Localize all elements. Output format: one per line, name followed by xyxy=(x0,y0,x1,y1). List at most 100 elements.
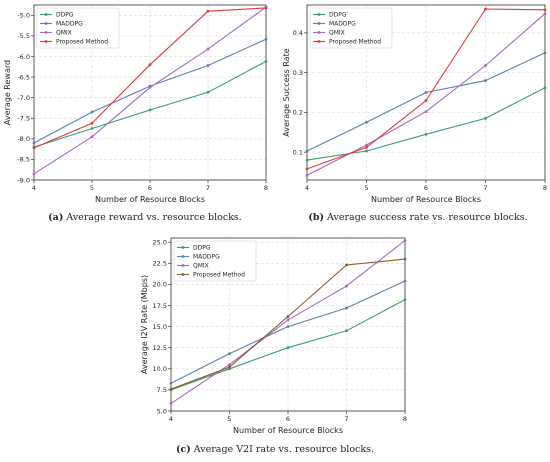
legend-label: QMIX xyxy=(329,30,345,37)
series-line-ddpg xyxy=(33,60,267,148)
data-point xyxy=(264,37,268,41)
data-point xyxy=(403,257,407,261)
chart-c: 4 5 6 7 8 5.0 7.5 10.0 12.5 15.0 17.5 20.0 22.5 25.0 N… xyxy=(140,237,407,435)
legend-marker xyxy=(44,31,48,34)
y-tick-label: 17.5 xyxy=(153,302,167,310)
data-point xyxy=(286,318,290,322)
data-point xyxy=(148,85,152,89)
y-axis-label: Average I2V Rate (Mbps) xyxy=(140,275,149,374)
y-tick-label: 22.5 xyxy=(153,260,167,268)
y-tick-label: -8.0 xyxy=(17,135,30,143)
x-tick-label: 7 xyxy=(483,184,487,192)
legend-label: Proposed Method xyxy=(193,272,245,279)
y-tick-label: -5.0 xyxy=(17,12,30,20)
data-point xyxy=(543,12,547,16)
x-tick-label: 7 xyxy=(344,415,348,423)
legend-label: DDPG xyxy=(56,12,74,19)
x-tick-label: 7 xyxy=(206,184,210,192)
caption-a-text: Average reward vs. resource blocks. xyxy=(66,212,242,223)
legend-label: Proposed Method xyxy=(56,39,108,46)
legend-marker xyxy=(317,40,321,43)
data-point xyxy=(169,387,173,391)
legend-marker xyxy=(317,22,321,25)
data-point xyxy=(345,284,348,288)
caption-b-label: (b) xyxy=(308,212,325,223)
data-point xyxy=(90,121,94,125)
data-point xyxy=(32,141,36,145)
data-point xyxy=(484,116,487,120)
data-point xyxy=(169,402,173,405)
y-tick-label: 5.0 xyxy=(157,407,167,415)
y-tick-label: -8.5 xyxy=(17,156,30,164)
data-point xyxy=(424,110,428,113)
legend-label: DDPG xyxy=(193,245,211,252)
data-point xyxy=(206,90,210,94)
y-tick-label: -6.5 xyxy=(17,73,30,81)
x-tick-label: 5 xyxy=(227,415,231,423)
data-point xyxy=(345,263,348,267)
data-point xyxy=(206,9,210,13)
y-axis-label: Average Reward xyxy=(3,60,12,125)
legend-label: MADDPG xyxy=(329,21,356,28)
y-tick-label: 7.5 xyxy=(157,386,167,394)
legend-label: QMIX xyxy=(56,30,72,37)
x-tick-label: 4 xyxy=(32,184,36,192)
data-point xyxy=(305,149,309,153)
chart-b: 4 5 6 7 8 0.1 0.2 0.3 0.4 Number of Resource Bloc… xyxy=(282,4,547,204)
data-point xyxy=(424,91,428,94)
legend-marker xyxy=(44,22,48,25)
data-point xyxy=(365,145,368,149)
data-point xyxy=(365,120,368,124)
legend-label: Proposed Method xyxy=(329,39,381,46)
data-point xyxy=(148,108,152,112)
y-tick-label: -7.5 xyxy=(17,115,30,123)
y-tick-label: 12.5 xyxy=(153,344,167,352)
data-point xyxy=(484,64,487,67)
data-point xyxy=(90,127,94,130)
data-point xyxy=(286,346,290,350)
x-tick-label: 6 xyxy=(148,184,152,192)
legend-box xyxy=(309,7,393,49)
data-point xyxy=(543,8,547,12)
y-tick-label: 0.3 xyxy=(293,69,303,77)
legend-label: QMIX xyxy=(193,263,209,270)
y-tick-label: -5.5 xyxy=(17,32,30,40)
legend-marker xyxy=(181,264,185,267)
y-tick-label: -9.0 xyxy=(17,176,30,184)
x-tick-label: 8 xyxy=(403,415,407,423)
data-point xyxy=(345,329,348,333)
x-tick-label: 5 xyxy=(364,184,368,192)
data-point xyxy=(286,325,290,329)
data-point xyxy=(206,64,210,67)
legend-marker xyxy=(44,13,48,16)
x-tick-label: 8 xyxy=(543,184,547,192)
caption-c-label: (c) xyxy=(175,444,191,455)
data-point xyxy=(32,172,36,176)
legend-label: DDPG xyxy=(329,12,347,19)
data-point xyxy=(543,51,547,55)
data-point xyxy=(365,149,368,153)
data-point xyxy=(169,381,173,385)
x-axis-label: Number of Resource Blocks xyxy=(233,426,343,435)
y-tick-label: 20.0 xyxy=(153,281,167,289)
data-point xyxy=(484,7,487,11)
data-point xyxy=(228,365,231,369)
data-point xyxy=(403,279,407,283)
caption-a: (a) Average reward vs. resource blocks. xyxy=(48,212,242,223)
y-tick-label: 0.2 xyxy=(293,109,303,117)
y-tick-label: 0.4 xyxy=(293,29,303,37)
x-tick-label: 4 xyxy=(305,184,309,192)
data-point xyxy=(90,110,94,114)
data-point xyxy=(228,363,231,366)
y-tick-label: 0.1 xyxy=(293,148,303,156)
x-tick-label: 6 xyxy=(424,184,428,192)
data-point xyxy=(264,60,268,63)
data-point xyxy=(32,146,36,150)
data-point xyxy=(403,239,407,242)
y-tick-label: 10.0 xyxy=(153,365,167,373)
data-point xyxy=(148,63,152,67)
y-axis-label: Average Success Rate xyxy=(282,48,291,137)
legend: DDPG MADDPG QMIX Proposed Method xyxy=(173,240,257,282)
data-point xyxy=(403,298,407,302)
